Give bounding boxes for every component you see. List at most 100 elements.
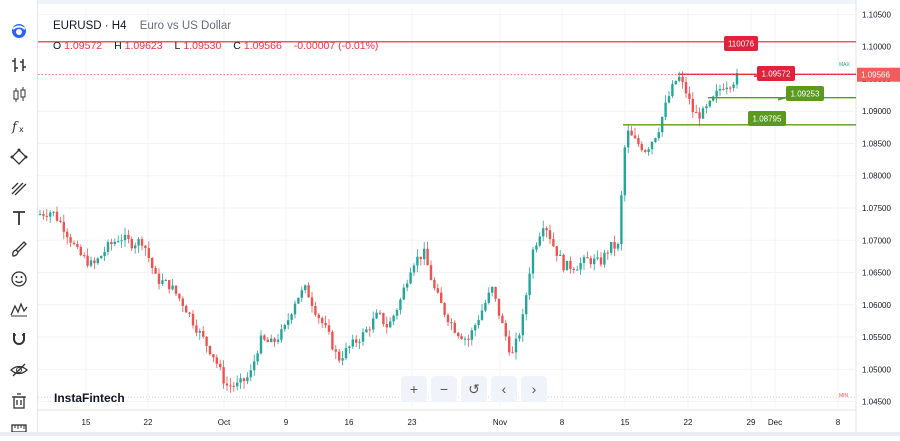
candle-body	[307, 285, 310, 298]
trash-icon[interactable]	[6, 388, 32, 414]
candle-body	[225, 383, 229, 386]
candle	[287, 313, 290, 330]
candle-body	[538, 236, 541, 246]
candle-body	[280, 329, 283, 340]
candle	[304, 284, 307, 294]
eye-icon[interactable]	[6, 357, 32, 383]
candle	[443, 302, 446, 318]
candle	[137, 237, 140, 253]
max-marker: MAX	[839, 62, 851, 68]
candle-body	[89, 260, 93, 266]
candle	[307, 282, 310, 298]
candle	[480, 303, 484, 321]
candle-body	[535, 245, 538, 250]
candle-body	[402, 287, 405, 300]
scroll-right-button[interactable]: ›	[521, 376, 547, 402]
candle-body	[157, 273, 161, 284]
emoji-icon[interactable]	[6, 266, 32, 292]
open-label: O	[53, 40, 62, 52]
candle	[620, 190, 623, 251]
candle	[644, 148, 647, 154]
candle-body	[491, 287, 494, 293]
candle-body	[123, 234, 127, 241]
candle	[83, 252, 86, 259]
candle	[331, 330, 334, 351]
x-tick-label: 22	[684, 418, 693, 427]
candle	[419, 256, 422, 266]
logo-icon[interactable]	[6, 18, 32, 44]
scroll-left-button[interactable]: ‹	[491, 376, 517, 402]
candle	[103, 246, 106, 262]
candle-body	[113, 241, 116, 245]
candle	[576, 265, 579, 271]
trend-lines-icon[interactable]	[6, 175, 32, 201]
candle-body	[620, 195, 623, 245]
text-icon[interactable]	[6, 205, 32, 231]
candle	[525, 292, 528, 321]
candle	[552, 232, 555, 247]
candle-body	[399, 299, 402, 310]
candle	[66, 228, 69, 245]
shape-icon[interactable]	[6, 144, 32, 170]
candle-body	[331, 331, 334, 350]
candle	[695, 104, 698, 114]
candle-body	[511, 352, 514, 354]
candle	[76, 240, 79, 249]
candle	[351, 334, 354, 350]
measure-icon[interactable]	[6, 415, 32, 441]
bar-style-icon[interactable]	[6, 52, 32, 78]
candle-body	[96, 258, 99, 264]
candle-body	[208, 345, 212, 355]
zoom-out-button[interactable]: −	[431, 376, 457, 402]
y-tick-label: 1.05500	[862, 333, 891, 342]
candle-body	[215, 357, 218, 364]
candle	[712, 95, 715, 102]
candle-body	[477, 319, 480, 326]
candle-body	[222, 367, 225, 384]
magnet-icon[interactable]	[6, 326, 32, 352]
candle	[181, 296, 184, 313]
symbol-legend: EURUSD · H4 Euro vs US Dollar	[53, 20, 231, 32]
candle-body	[688, 93, 691, 99]
candle	[429, 260, 433, 281]
zoom-in-button[interactable]: +	[401, 376, 427, 402]
candle	[463, 336, 467, 346]
brush-icon[interactable]	[6, 236, 32, 262]
candle-icon[interactable]	[6, 82, 32, 108]
candle-body	[344, 348, 348, 359]
candle-body	[613, 242, 616, 249]
candle	[239, 373, 242, 389]
candle	[691, 92, 694, 118]
candle-body	[52, 211, 55, 213]
candle	[528, 267, 531, 300]
candle-body	[334, 349, 337, 352]
candle	[49, 210, 52, 223]
candle-body	[494, 287, 497, 299]
candle-body	[667, 96, 671, 103]
candle-body	[276, 339, 280, 342]
reset-chart-button[interactable]: ↺	[461, 376, 487, 402]
candle-body	[474, 325, 477, 331]
price-chart[interactable]: 1.105001.100001.095001.090001.085001.080…	[38, 0, 900, 432]
candle-body	[654, 138, 657, 142]
candle	[52, 211, 55, 217]
candle-body	[671, 84, 674, 97]
candle-body	[300, 290, 303, 298]
candle	[310, 291, 314, 313]
candle	[426, 241, 429, 266]
candle	[389, 317, 392, 328]
top-border	[0, 0, 900, 4]
candle-body	[582, 257, 586, 263]
candle-body	[644, 150, 647, 152]
close-label: C	[233, 40, 241, 52]
pattern-icon[interactable]	[6, 296, 32, 322]
candle-body	[171, 285, 174, 290]
candle-body	[701, 108, 705, 119]
candle-body	[593, 258, 596, 265]
candle-body	[627, 130, 630, 148]
candle	[59, 216, 62, 224]
candle	[225, 376, 229, 391]
candle	[477, 315, 480, 329]
candle-body	[93, 260, 96, 264]
